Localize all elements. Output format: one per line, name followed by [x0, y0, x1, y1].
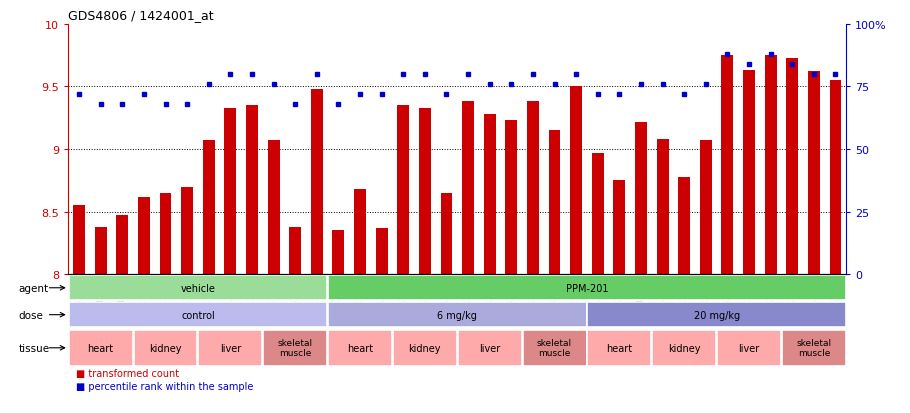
Bar [743, 71, 755, 275]
Bar [571, 87, 582, 275]
Bar [458, 330, 521, 366]
Bar [652, 330, 716, 366]
Text: skeletal
muscle: skeletal muscle [796, 338, 832, 358]
Bar [786, 59, 798, 275]
Text: kidney: kidney [409, 343, 441, 353]
Text: liver: liver [738, 343, 760, 353]
Bar [830, 81, 842, 275]
Text: heart: heart [87, 343, 114, 353]
Text: tissue: tissue [18, 343, 50, 353]
Bar [354, 190, 366, 275]
Bar [138, 197, 150, 275]
Text: ■ transformed count: ■ transformed count [76, 368, 179, 378]
Bar [398, 106, 410, 275]
Text: 20 mg/kg: 20 mg/kg [693, 310, 740, 320]
Bar [549, 131, 561, 275]
Text: dose: dose [18, 310, 44, 320]
Bar [440, 193, 452, 275]
Bar [587, 330, 652, 366]
Bar [225, 109, 237, 275]
Bar [419, 109, 430, 275]
Bar [592, 154, 603, 275]
Bar [73, 206, 85, 275]
Bar [332, 231, 344, 275]
Bar [68, 276, 328, 300]
Bar [700, 141, 712, 275]
Text: control: control [181, 310, 215, 320]
Text: liver: liver [219, 343, 241, 353]
Bar [522, 330, 587, 366]
Bar [181, 187, 193, 275]
Text: heart: heart [606, 343, 632, 353]
Bar [328, 276, 846, 300]
Bar [764, 56, 776, 275]
Text: PPM-201: PPM-201 [566, 283, 608, 293]
Bar [263, 330, 328, 366]
Bar [505, 121, 517, 275]
Bar [717, 330, 781, 366]
Text: GDS4806 / 1424001_at: GDS4806 / 1424001_at [68, 9, 214, 22]
Bar [311, 90, 323, 275]
Bar [613, 181, 625, 275]
Bar [328, 330, 392, 366]
Bar [782, 330, 846, 366]
Bar [722, 56, 733, 275]
Bar [246, 106, 258, 275]
Bar [268, 141, 279, 275]
Bar [289, 227, 301, 275]
Text: heart: heart [347, 343, 373, 353]
Bar [657, 140, 669, 275]
Text: liver: liver [479, 343, 501, 353]
Bar [808, 72, 820, 275]
Text: ■ percentile rank within the sample: ■ percentile rank within the sample [76, 381, 253, 391]
Bar [159, 193, 171, 275]
Bar [484, 115, 496, 275]
Bar [134, 330, 197, 366]
Bar [462, 102, 474, 275]
Text: skeletal
muscle: skeletal muscle [537, 338, 572, 358]
Bar [95, 227, 106, 275]
Bar [527, 102, 539, 275]
Text: kidney: kidney [668, 343, 701, 353]
Text: agent: agent [18, 283, 48, 293]
Bar [198, 330, 262, 366]
Bar [203, 141, 215, 275]
Text: 6 mg/kg: 6 mg/kg [438, 310, 477, 320]
Bar [393, 330, 457, 366]
Bar [635, 122, 647, 275]
Bar [68, 330, 133, 366]
Text: kidney: kidney [149, 343, 182, 353]
Bar [376, 228, 388, 275]
Bar [68, 303, 328, 327]
Text: vehicle: vehicle [180, 283, 216, 293]
Bar [587, 303, 846, 327]
Text: skeletal
muscle: skeletal muscle [278, 338, 313, 358]
Bar [116, 216, 128, 275]
Bar [678, 177, 690, 275]
Bar [328, 303, 587, 327]
